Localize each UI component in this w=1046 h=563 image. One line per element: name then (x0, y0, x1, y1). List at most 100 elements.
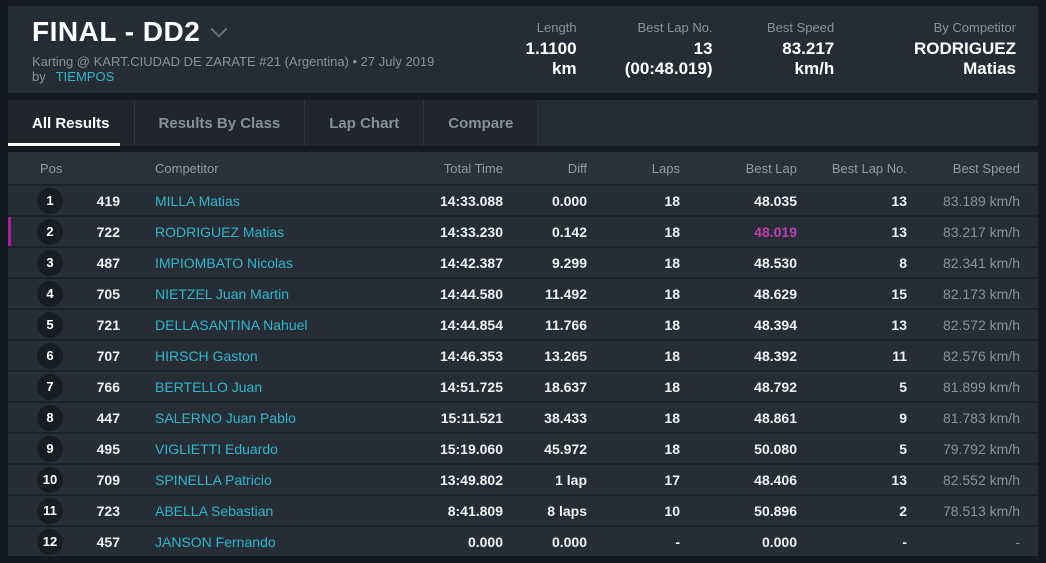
best-speed: 78.513 km/h (942, 502, 1020, 519)
stat-best-lap-no: Best Lap No. 13 (00:48.019) (607, 20, 713, 79)
best-lap-no: 5 (899, 440, 907, 457)
laps: 10 (664, 502, 680, 519)
tab-bar-filler (538, 100, 1038, 146)
table-row[interactable]: 9 495 VIGLIETTI Eduardo 15:19.060 45.972… (8, 432, 1038, 463)
stat-value: RODRIGUEZ Matias (914, 39, 1016, 78)
diff: 45.972 (544, 440, 587, 457)
position-cell: 11 (8, 497, 84, 524)
diff: 13.265 (544, 347, 587, 364)
tab-compare[interactable]: Compare (424, 100, 539, 146)
position-cell: 1 (8, 187, 84, 214)
col-total-time: Total Time (443, 160, 503, 176)
col-diff: Diff (567, 160, 587, 176)
kart-number: 457 (96, 533, 120, 550)
competitor-name[interactable]: HIRSCH Gaston (155, 347, 258, 364)
best-speed: 83.189 km/h (942, 192, 1020, 209)
table-row[interactable]: 2 722 RODRIGUEZ Matias 14:33.230 0.142 1… (8, 215, 1038, 246)
tiempos-link[interactable]: TIEMPOS (55, 68, 115, 84)
table-row[interactable]: 11 723 ABELLA Sebastian 8:41.809 8 laps … (8, 494, 1038, 525)
best-lap-no: 8 (899, 254, 907, 271)
col-best-lap-no: Best Lap No. (831, 160, 907, 176)
table-row[interactable]: 4 705 NIETZEL Juan Martin 14:44.580 11.4… (8, 277, 1038, 308)
position-badge: 5 (37, 311, 63, 338)
tab-results-by-class[interactable]: Results By Class (134, 100, 306, 146)
table-row[interactable]: 8 447 SALERNO Juan Pablo 15:11.521 38.43… (8, 401, 1038, 432)
tab-all-results[interactable]: All Results (8, 100, 135, 146)
session-stats: Length 1.1100 km Best Lap No. 13 (00:48.… (500, 20, 1017, 79)
laps: 18 (664, 409, 680, 426)
position-badge: 10 (37, 466, 63, 493)
competitor-name[interactable]: ABELLA Sebastian (155, 502, 274, 519)
best-lap: 48.792 (754, 378, 797, 395)
competitor-name[interactable]: VIGLIETTI Eduardo (155, 440, 278, 457)
best-lap-no: 11 (892, 347, 907, 364)
best-speed: 82.173 km/h (942, 285, 1020, 302)
table-row[interactable]: 3 487 IMPIOMBATO Nicolas 14:42.387 9.299… (8, 246, 1038, 277)
stat-value: 13 (00:48.019) (624, 39, 713, 78)
position-badge: 6 (37, 342, 63, 369)
competitor-name[interactable]: DELLASANTINA Nahuel (155, 316, 308, 333)
position-badge: 7 (37, 373, 63, 400)
best-lap-no: 13 (891, 223, 907, 240)
best-lap-no: - (902, 533, 907, 550)
table-row[interactable]: 5 721 DELLASANTINA Nahuel 14:44.854 11.7… (8, 308, 1038, 339)
competitor-name[interactable]: NIETZEL Juan Martin (155, 285, 290, 302)
position-badge: 9 (37, 435, 63, 462)
total-time: 14:51.725 (439, 378, 503, 395)
table-row[interactable]: 12 457 JANSON Fernando 0.000 0.000 - 0.0… (8, 525, 1038, 556)
laps: 18 (664, 316, 680, 333)
kart-number: 705 (96, 285, 120, 302)
position-badge: 1 (37, 187, 63, 214)
total-time: 15:11.521 (440, 409, 503, 426)
competitor-name[interactable]: BERTELLO Juan (155, 378, 263, 395)
table-row[interactable]: 1 419 MILLA Matias 14:33.088 0.000 18 48… (8, 186, 1038, 215)
competitor-name[interactable]: IMPIOMBATO Nicolas (155, 254, 293, 271)
results-page: FINAL - DD2 Karting @ KART.CIUDAD DE ZAR… (8, 6, 1038, 556)
total-time: 14:33.230 (439, 223, 503, 240)
best-lap-no: 2 (899, 502, 907, 519)
competitor-name[interactable]: RODRIGUEZ Matias (155, 223, 285, 240)
col-competitor: Competitor (155, 160, 219, 176)
results-table-body: 1 419 MILLA Matias 14:33.088 0.000 18 48… (8, 186, 1038, 556)
best-lap: 50.896 (754, 502, 797, 519)
table-row[interactable]: 10 709 SPINELLA Patricio 13:49.802 1 lap… (8, 463, 1038, 494)
kart-number: 447 (96, 409, 120, 426)
best-lap: 48.392 (754, 347, 797, 364)
total-time: 14:46.353 (439, 347, 503, 364)
kart-number: 419 (96, 192, 120, 209)
best-lap-no: 13 (891, 316, 907, 333)
kart-number: 722 (96, 223, 120, 240)
position-cell: 12 (8, 528, 84, 555)
best-speed: 82.341 km/h (942, 254, 1020, 271)
table-row[interactable]: 6 707 HIRSCH Gaston 14:46.353 13.265 18 … (8, 339, 1038, 370)
position-cell: 7 (8, 373, 84, 400)
total-time: 14:42.387 (439, 254, 503, 271)
laps: 18 (664, 254, 680, 271)
total-time: 13:49.802 (439, 471, 503, 488)
total-time: 14:44.580 (439, 285, 503, 302)
position-cell: 6 (8, 342, 84, 369)
tab-lap-chart[interactable]: Lap Chart (305, 100, 425, 146)
kart-number: 723 (96, 502, 120, 519)
competitor-name[interactable]: JANSON Fernando (155, 533, 276, 550)
position-cell: 9 (8, 435, 84, 462)
chevron-down-icon[interactable] (210, 20, 228, 38)
tab-bar: All Results Results By Class Lap Chart C… (8, 100, 1038, 146)
best-lap-no: 5 (899, 378, 907, 395)
best-lap: 48.530 (754, 254, 797, 271)
competitor-name[interactable]: SPINELLA Patricio (155, 471, 272, 488)
stat-length: Length 1.1100 km (500, 20, 577, 79)
diff: 38.433 (544, 409, 587, 426)
laps: 18 (664, 223, 680, 240)
table-row[interactable]: 7 766 BERTELLO Juan 14:51.725 18.637 18 … (8, 370, 1038, 401)
page-title: FINAL - DD2 (32, 15, 201, 47)
best-lap-no: 13 (891, 192, 907, 209)
best-speed: 79.792 km/h (942, 440, 1020, 457)
subtitle-text: Karting @ KART.CIUDAD DE ZARATE #21 (Arg… (32, 53, 435, 84)
total-time: 0.000 (467, 533, 503, 550)
competitor-name[interactable]: MILLA Matias (155, 192, 240, 209)
competitor-name[interactable]: SALERNO Juan Pablo (155, 409, 296, 426)
session-title-block: FINAL - DD2 Karting @ KART.CIUDAD DE ZAR… (32, 16, 500, 84)
results-table: Pos Competitor Total Time Diff Laps Best… (8, 152, 1038, 556)
laps: 18 (664, 347, 680, 364)
